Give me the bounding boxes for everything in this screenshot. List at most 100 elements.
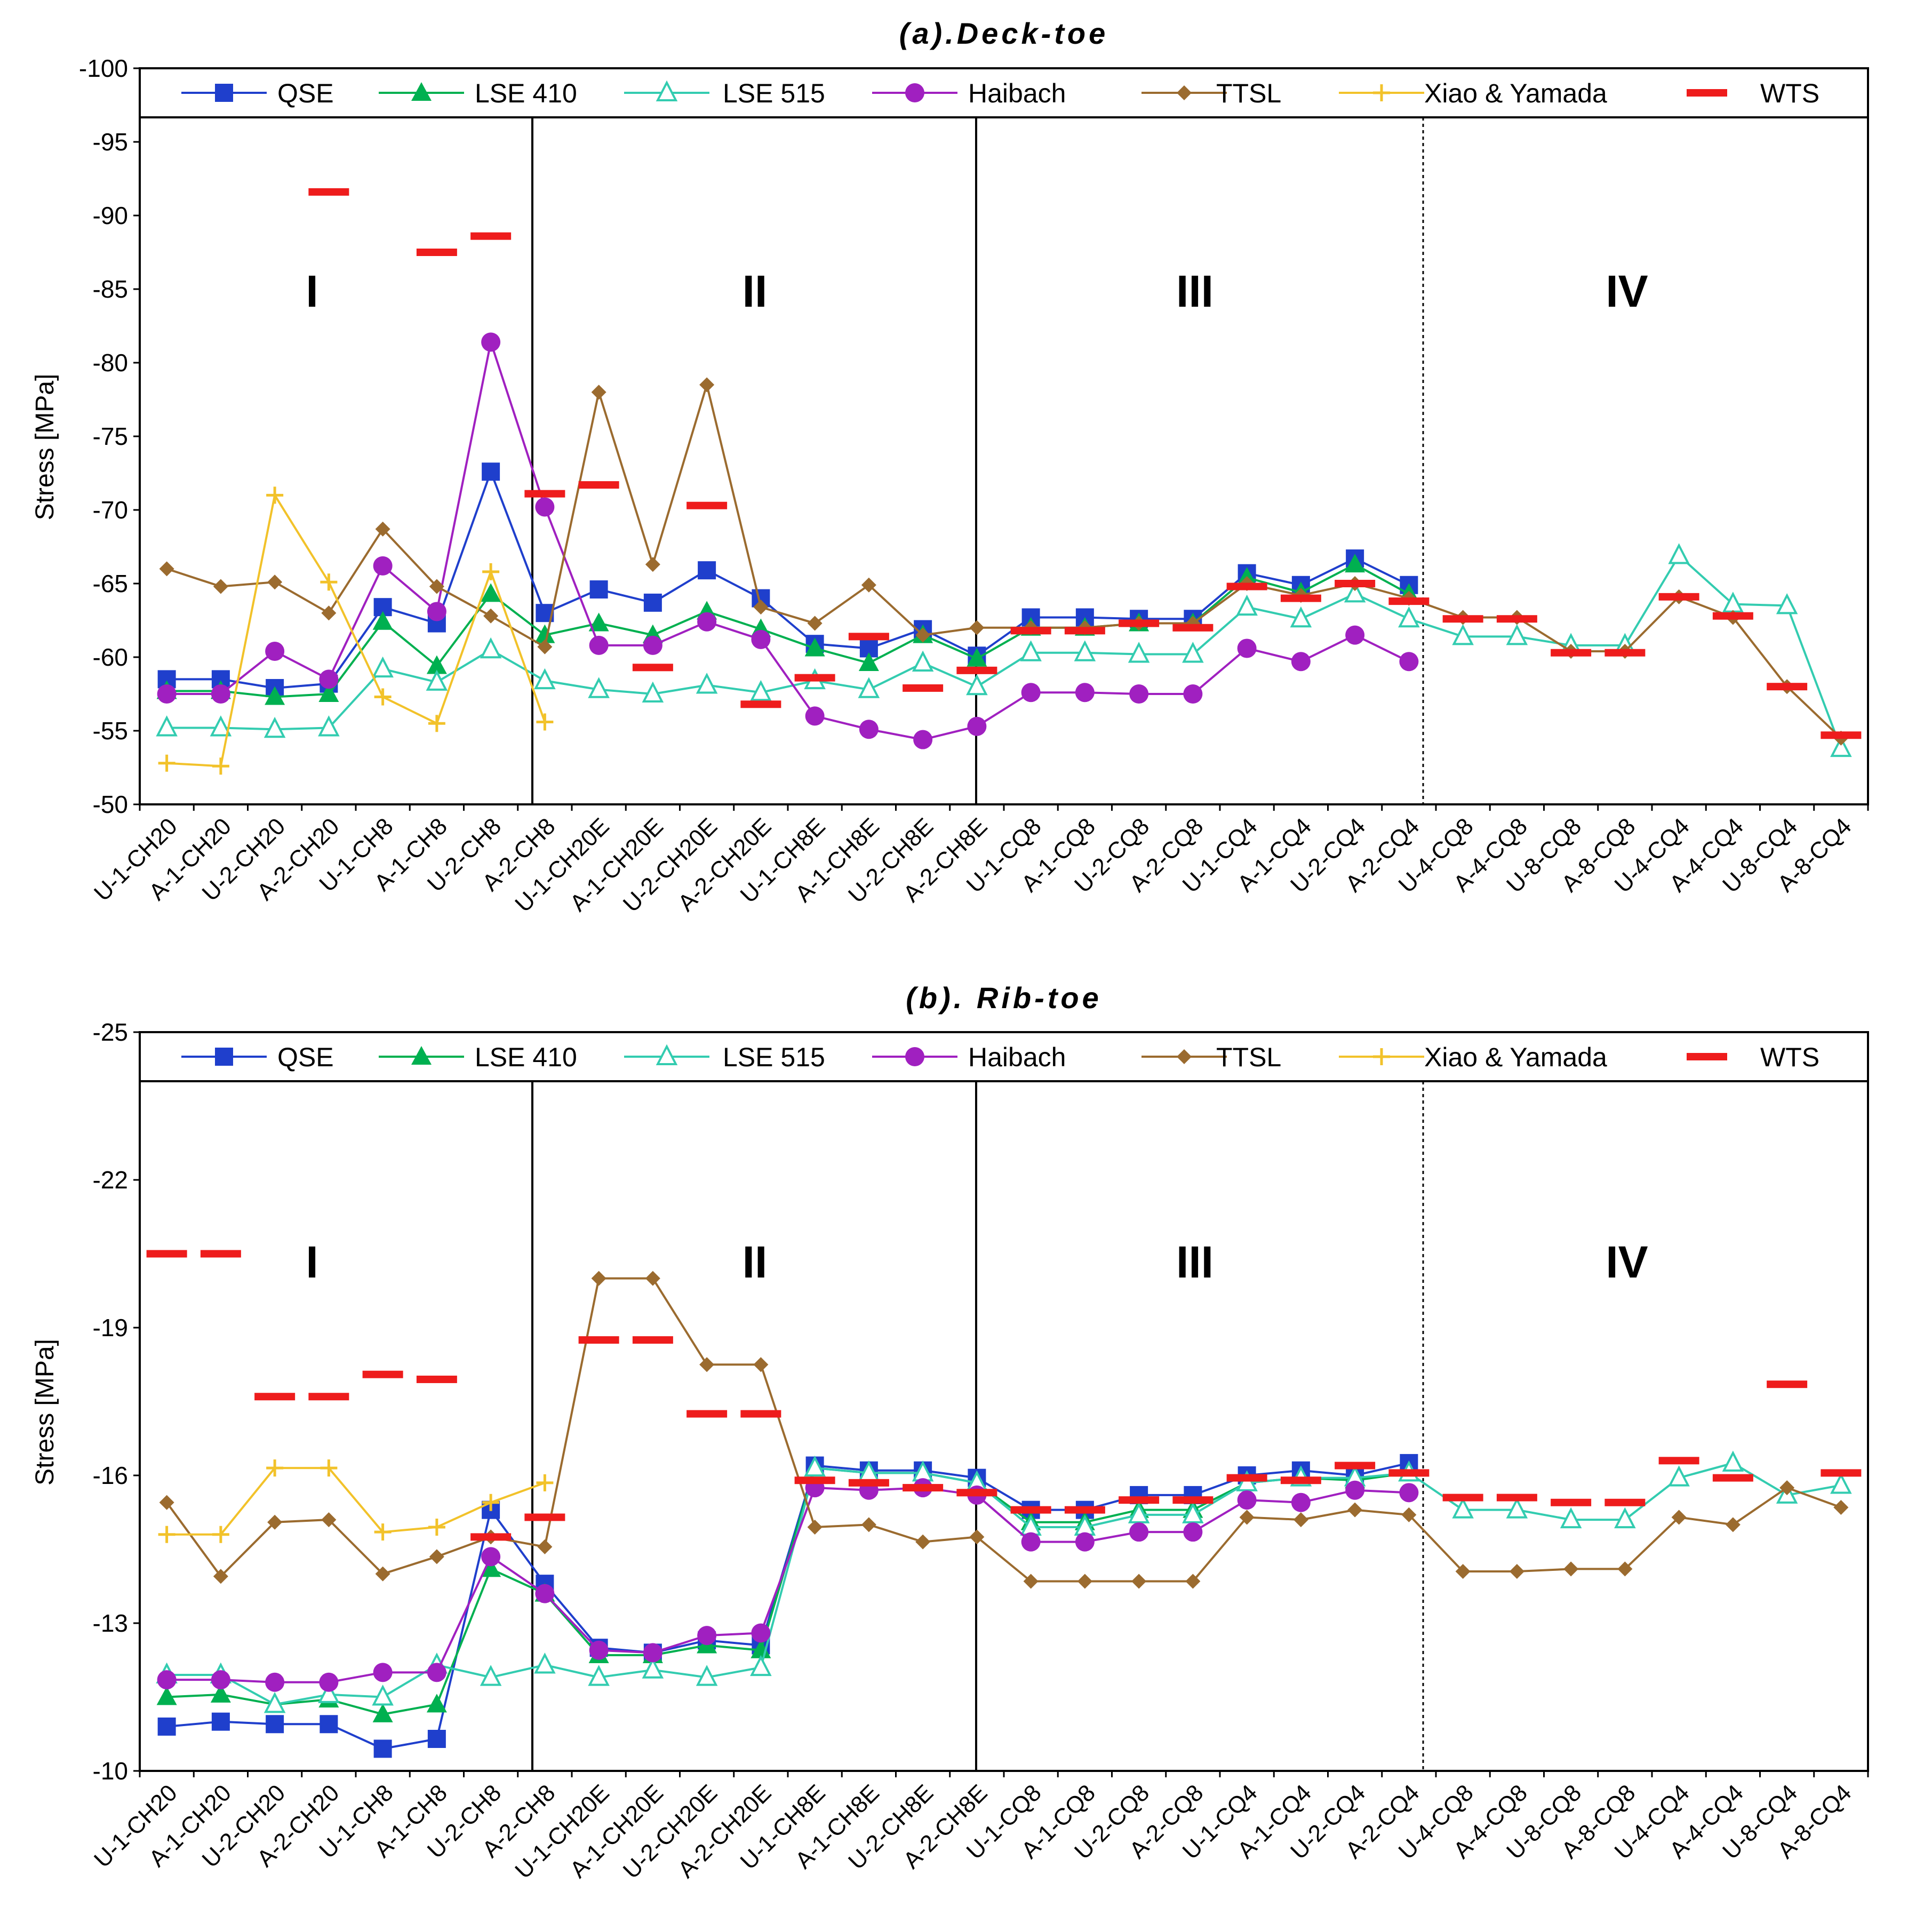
legend-marker — [215, 1048, 233, 1066]
data-point — [480, 637, 502, 659]
data-point — [320, 1459, 338, 1477]
series-ttsl — [159, 377, 1849, 746]
data-point — [1388, 597, 1430, 605]
data-point — [428, 715, 445, 732]
data-point — [794, 674, 835, 682]
data-point — [156, 1686, 177, 1705]
legend-marker — [1177, 1049, 1192, 1064]
data-point — [967, 716, 987, 736]
legend-label: LSE 515 — [723, 1042, 825, 1072]
data-point — [632, 664, 673, 672]
data-point — [1129, 684, 1149, 704]
data-point — [1345, 1480, 1365, 1500]
legend-marker — [215, 84, 233, 102]
data-point — [1779, 1480, 1795, 1496]
data-point — [591, 385, 606, 400]
data-point — [1442, 1494, 1483, 1502]
data-point — [1668, 1465, 1690, 1487]
data-point — [1075, 1532, 1095, 1552]
data-point — [266, 1715, 284, 1734]
data-point — [1077, 1574, 1092, 1589]
data-point — [697, 1626, 717, 1646]
data-point — [427, 602, 446, 621]
data-point — [1671, 1510, 1687, 1525]
data-point — [157, 1717, 176, 1736]
data-point — [859, 720, 879, 739]
data-point — [1183, 684, 1203, 704]
data-point — [266, 486, 284, 504]
data-point — [1722, 592, 1744, 613]
y-tick-label: -60 — [93, 643, 128, 671]
data-point — [211, 1670, 230, 1690]
data-point — [535, 1584, 555, 1603]
data-point — [1021, 1532, 1041, 1552]
y-tick-label: -70 — [93, 496, 128, 524]
data-point — [643, 1643, 662, 1663]
data-point — [1833, 1500, 1849, 1515]
region-label: IV — [1606, 266, 1648, 316]
data-point — [372, 611, 393, 630]
data-point — [1291, 652, 1311, 672]
series-line — [166, 554, 1842, 749]
data-point — [1183, 1522, 1203, 1542]
data-point — [429, 1549, 444, 1564]
data-point — [1399, 1483, 1419, 1503]
data-point — [321, 605, 337, 621]
data-point — [589, 1640, 609, 1660]
legend-label: TTSL — [1216, 78, 1281, 108]
series-line — [166, 468, 1410, 689]
data-point — [159, 561, 174, 577]
y-tick-label: -13 — [93, 1609, 128, 1637]
data-point — [534, 624, 555, 643]
data-point — [320, 1715, 338, 1734]
series-xiao-yamada — [158, 1459, 554, 1543]
data-point — [213, 1569, 228, 1584]
data-point — [966, 674, 988, 696]
legend-item: QSE — [181, 78, 334, 108]
legend-label: LSE 410 — [475, 1042, 577, 1072]
legend-label: LSE 515 — [723, 78, 825, 108]
data-point — [372, 1684, 394, 1706]
data-point — [210, 715, 232, 737]
data-point — [1010, 1506, 1051, 1514]
legend-item: TTSL — [1141, 78, 1281, 108]
data-point — [588, 677, 610, 698]
data-point — [696, 1665, 718, 1686]
data-point — [642, 1657, 664, 1679]
data-point — [1293, 1512, 1308, 1528]
data-point — [318, 1682, 340, 1703]
legend-label: Haibach — [968, 1042, 1066, 1072]
y-tick-label: -100 — [79, 54, 128, 82]
data-point — [589, 580, 608, 599]
legend-marker — [1687, 89, 1727, 97]
legend-marker — [1373, 1048, 1390, 1065]
data-point — [642, 681, 664, 702]
data-point — [1455, 1564, 1471, 1579]
legend-label: TTSL — [1216, 1042, 1281, 1072]
data-point — [1725, 1517, 1741, 1532]
data-point — [645, 1271, 660, 1286]
data-point — [374, 1523, 392, 1541]
legend-marker — [1687, 1053, 1727, 1060]
legend-item: LSE 515 — [624, 1042, 825, 1072]
series-ttsl — [159, 1271, 1849, 1589]
data-point — [267, 1514, 283, 1530]
series-haibach — [157, 1478, 1419, 1692]
y-axis-label: Stress [MPa] — [31, 374, 59, 521]
data-point — [416, 249, 457, 256]
data-point — [482, 1494, 500, 1511]
data-point — [1020, 640, 1042, 661]
data-point — [807, 616, 823, 631]
y-axis-label: Stress [MPa] — [31, 1339, 59, 1486]
legend-item: TTSL — [1141, 1042, 1281, 1072]
data-point — [321, 1512, 337, 1528]
data-point — [1335, 580, 1376, 587]
data-point — [470, 232, 512, 240]
y-tick-label: -85 — [93, 275, 128, 303]
data-point — [1236, 594, 1258, 616]
region-label: I — [306, 1237, 318, 1287]
data-point — [536, 713, 554, 731]
data-point — [481, 1558, 501, 1577]
series-wts — [308, 188, 1862, 739]
data-point — [374, 688, 392, 706]
